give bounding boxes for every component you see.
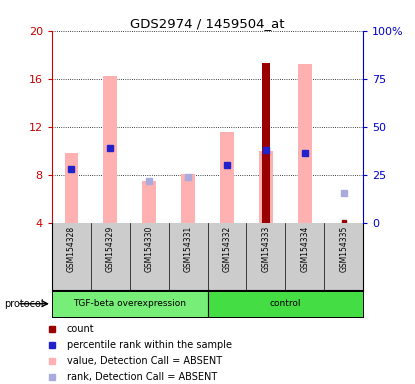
Text: GSM154334: GSM154334 <box>300 226 309 273</box>
Text: GSM154335: GSM154335 <box>339 226 348 273</box>
Text: control: control <box>270 299 301 308</box>
Bar <box>52 291 208 317</box>
Bar <box>103 76 117 223</box>
Text: value, Detection Call = ABSENT: value, Detection Call = ABSENT <box>66 356 222 366</box>
Bar <box>220 131 234 223</box>
Title: GDS2974 / 1459504_at: GDS2974 / 1459504_at <box>130 17 285 30</box>
Text: GSM154330: GSM154330 <box>145 226 154 273</box>
Text: GSM154333: GSM154333 <box>261 226 270 273</box>
Text: rank, Detection Call = ABSENT: rank, Detection Call = ABSENT <box>66 372 217 382</box>
Text: count: count <box>66 323 94 334</box>
Bar <box>262 63 270 223</box>
Bar <box>259 151 273 223</box>
Bar <box>298 65 312 223</box>
Text: protocol: protocol <box>4 299 44 309</box>
Text: GSM154328: GSM154328 <box>67 226 76 272</box>
Bar <box>181 174 195 223</box>
Text: GSM154329: GSM154329 <box>106 226 115 272</box>
Bar <box>208 291 363 317</box>
Text: GSM154332: GSM154332 <box>222 226 232 272</box>
Bar <box>64 153 78 223</box>
Text: percentile rank within the sample: percentile rank within the sample <box>66 340 232 350</box>
Text: TGF-beta overexpression: TGF-beta overexpression <box>73 299 186 308</box>
Text: GSM154331: GSM154331 <box>183 226 193 272</box>
Bar <box>142 181 156 223</box>
